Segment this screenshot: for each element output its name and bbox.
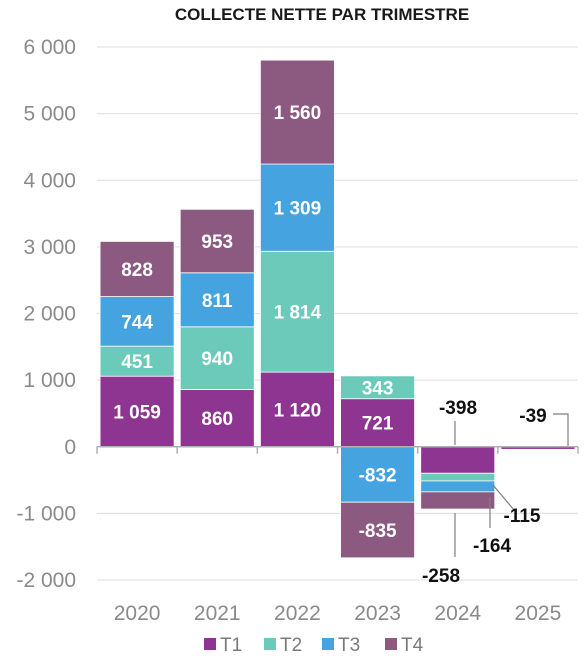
x-tick-label: 2020 bbox=[114, 602, 161, 625]
gridlines bbox=[97, 46, 578, 581]
bar-t4-2022 bbox=[260, 59, 335, 165]
legend-label-t4: T4 bbox=[401, 635, 424, 656]
x-tick-label: 2022 bbox=[274, 602, 321, 625]
legend: T1 T2 T3 T4 bbox=[204, 635, 424, 656]
bar-t2-2024 bbox=[420, 472, 496, 482]
data-label-t2-2021: 940 bbox=[201, 349, 233, 370]
x-tick-label: 2025 bbox=[515, 602, 562, 625]
y-axis: 6 000 5 000 4 000 3 000 2 000 1 000 0 -1 000 -2 … bbox=[16, 36, 76, 592]
data-label-t4-2021: 953 bbox=[201, 232, 233, 253]
data-label-t2-2024: -115 bbox=[504, 506, 541, 527]
bar-t2-2020 bbox=[99, 345, 175, 377]
data-label-t2-2023: 343 bbox=[362, 378, 394, 399]
data-label-t4-2022: 1 560 bbox=[274, 103, 322, 124]
y-tick-label: 4 000 bbox=[23, 169, 76, 192]
data-label-t1-2022: 1 120 bbox=[274, 400, 322, 421]
data-label-t3-2024: -164 bbox=[473, 536, 511, 557]
data-label-t4-2024: -258 bbox=[422, 566, 460, 587]
y-tick-label: 6 000 bbox=[23, 36, 76, 59]
bar-t2-2023 bbox=[340, 375, 415, 400]
data-label-t4-2020: 828 bbox=[121, 260, 153, 281]
legend-label-t2: T2 bbox=[280, 635, 302, 656]
y-tick-label: -1 000 bbox=[16, 502, 76, 525]
data-label-t1-2023: 721 bbox=[362, 414, 394, 435]
bar-t3-2022 bbox=[260, 163, 335, 252]
bar-t1-2024 bbox=[420, 446, 496, 474]
data-label-t2-2022: 1 814 bbox=[274, 303, 322, 324]
data-label-t4-2023: -835 bbox=[359, 521, 397, 542]
leader-line bbox=[553, 413, 569, 446]
data-label-t3-2023: -832 bbox=[359, 465, 397, 486]
bar-t1-2020 bbox=[99, 375, 175, 448]
legend-swatch-t1 bbox=[204, 638, 216, 650]
data-label-t1-2021: 860 bbox=[201, 409, 233, 430]
bar-t2-2022 bbox=[260, 250, 335, 373]
data-label-t2-2020: 451 bbox=[121, 352, 153, 373]
bar-t3-2020 bbox=[99, 296, 175, 347]
y-tick-label: 0 bbox=[64, 436, 76, 459]
data-label-t1-2020: 1 059 bbox=[113, 402, 161, 423]
data-label-t3-2020: 744 bbox=[121, 312, 153, 333]
y-tick-label: 3 000 bbox=[23, 236, 76, 259]
bar-t1-2021 bbox=[179, 389, 255, 448]
data-label-t1-2025: -39 bbox=[519, 406, 546, 427]
bar-t4-2020 bbox=[99, 241, 175, 297]
bar-t4-2023 bbox=[340, 501, 415, 559]
y-tick-label: 5 000 bbox=[23, 103, 76, 126]
x-axis: 2020 2021 2022 2023 2024 2025 bbox=[96, 446, 579, 625]
legend-swatch-t3 bbox=[322, 638, 334, 650]
y-tick-label: 1 000 bbox=[23, 369, 76, 392]
legend-label-t3: T3 bbox=[338, 635, 360, 656]
data-label-t3-2022: 1 309 bbox=[274, 199, 322, 220]
bar-t4-2021 bbox=[179, 208, 255, 274]
data-label-t3-2021: 811 bbox=[202, 291, 233, 312]
legend-label-t1: T1 bbox=[220, 635, 242, 656]
legend-swatch-t2 bbox=[264, 638, 276, 650]
bar-t4-2024 bbox=[420, 491, 496, 510]
y-tick-label: 2 000 bbox=[23, 303, 76, 326]
y-tick-label: -2 000 bbox=[16, 569, 76, 592]
bar-t3-2024 bbox=[420, 480, 496, 493]
x-tick-label: 2023 bbox=[354, 602, 401, 625]
leader-line bbox=[492, 484, 515, 511]
x-tick-label: 2024 bbox=[434, 602, 481, 625]
data-labels: 1 059 860 1 120 721 -398 -39 451 940 1 814 343 -11… bbox=[113, 103, 569, 587]
bars bbox=[99, 59, 576, 559]
chart-title: COLLECTE NETTE PAR TRIMESTRE bbox=[175, 5, 469, 24]
legend-swatch-t4 bbox=[385, 638, 397, 650]
data-label-t1-2024: -398 bbox=[439, 398, 477, 419]
x-tick-label: 2021 bbox=[194, 602, 241, 625]
